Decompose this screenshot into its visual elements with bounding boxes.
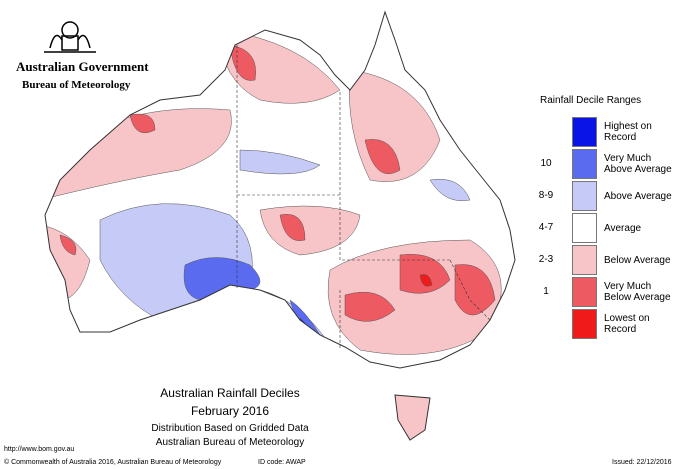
map-period: February 2016 xyxy=(190,404,270,418)
legend-range: 1 xyxy=(543,286,549,297)
legend-range: 2-3 xyxy=(538,254,554,265)
map-title: Australian Rainfall Deciles xyxy=(160,386,300,400)
legend-range: 8-9 xyxy=(538,190,554,201)
state-borders xyxy=(236,45,491,350)
legend-swatch xyxy=(572,309,597,339)
legend-label: Highest on Record xyxy=(604,121,652,143)
very-much-below-region xyxy=(399,254,451,294)
footer-id: ID code: AWAP xyxy=(258,459,306,466)
legend-label: Below Average xyxy=(604,254,671,266)
legend-swatch xyxy=(572,149,597,179)
above-average-region xyxy=(429,178,471,202)
above-average-region xyxy=(239,149,321,175)
legend-label: Lowest on Record xyxy=(604,313,650,335)
very-much-below-region xyxy=(344,291,396,322)
tasmania xyxy=(394,394,431,441)
footer-copyright: © Commonwealth of Australia 2016, Austra… xyxy=(4,459,222,466)
very-much-below-region xyxy=(229,44,256,81)
legend-label: Very Much Above Average xyxy=(604,153,672,175)
government-name: Australian Government xyxy=(16,59,149,74)
legend-swatch xyxy=(572,181,597,211)
very-much-below-region xyxy=(454,264,496,316)
very-much-below-region xyxy=(279,214,306,241)
legend-range: 10 xyxy=(540,158,552,169)
crest xyxy=(44,21,96,53)
legend-swatch xyxy=(572,245,597,275)
very-much-below-region xyxy=(129,113,156,134)
legend-swatch xyxy=(572,213,597,243)
legend-label: Above Average xyxy=(604,190,672,202)
below-average-region xyxy=(219,29,341,104)
bureau-name: Bureau of Meteorology xyxy=(22,79,131,91)
legend-swatch xyxy=(572,277,597,307)
legend-label: Average xyxy=(604,222,642,234)
decile-regions xyxy=(45,29,502,366)
legend-range: 4-7 xyxy=(538,222,554,233)
legend-label: Very Much Below Average xyxy=(604,281,671,303)
map-source: Australian Bureau of Meteorology xyxy=(155,437,305,448)
footer-url: http://www.bom.gov.au xyxy=(4,446,75,453)
footer-issued: Issued: 22/12/2016 xyxy=(612,459,672,466)
lowest-on-record-region xyxy=(419,274,433,287)
legend-swatch xyxy=(572,117,597,147)
legend-title: Rainfall Decile Ranges xyxy=(540,95,642,106)
map-subtitle: Distribution Based on Gridded Data xyxy=(151,423,309,434)
very-much-below-region xyxy=(364,139,401,174)
very-much-below-region xyxy=(59,234,77,256)
